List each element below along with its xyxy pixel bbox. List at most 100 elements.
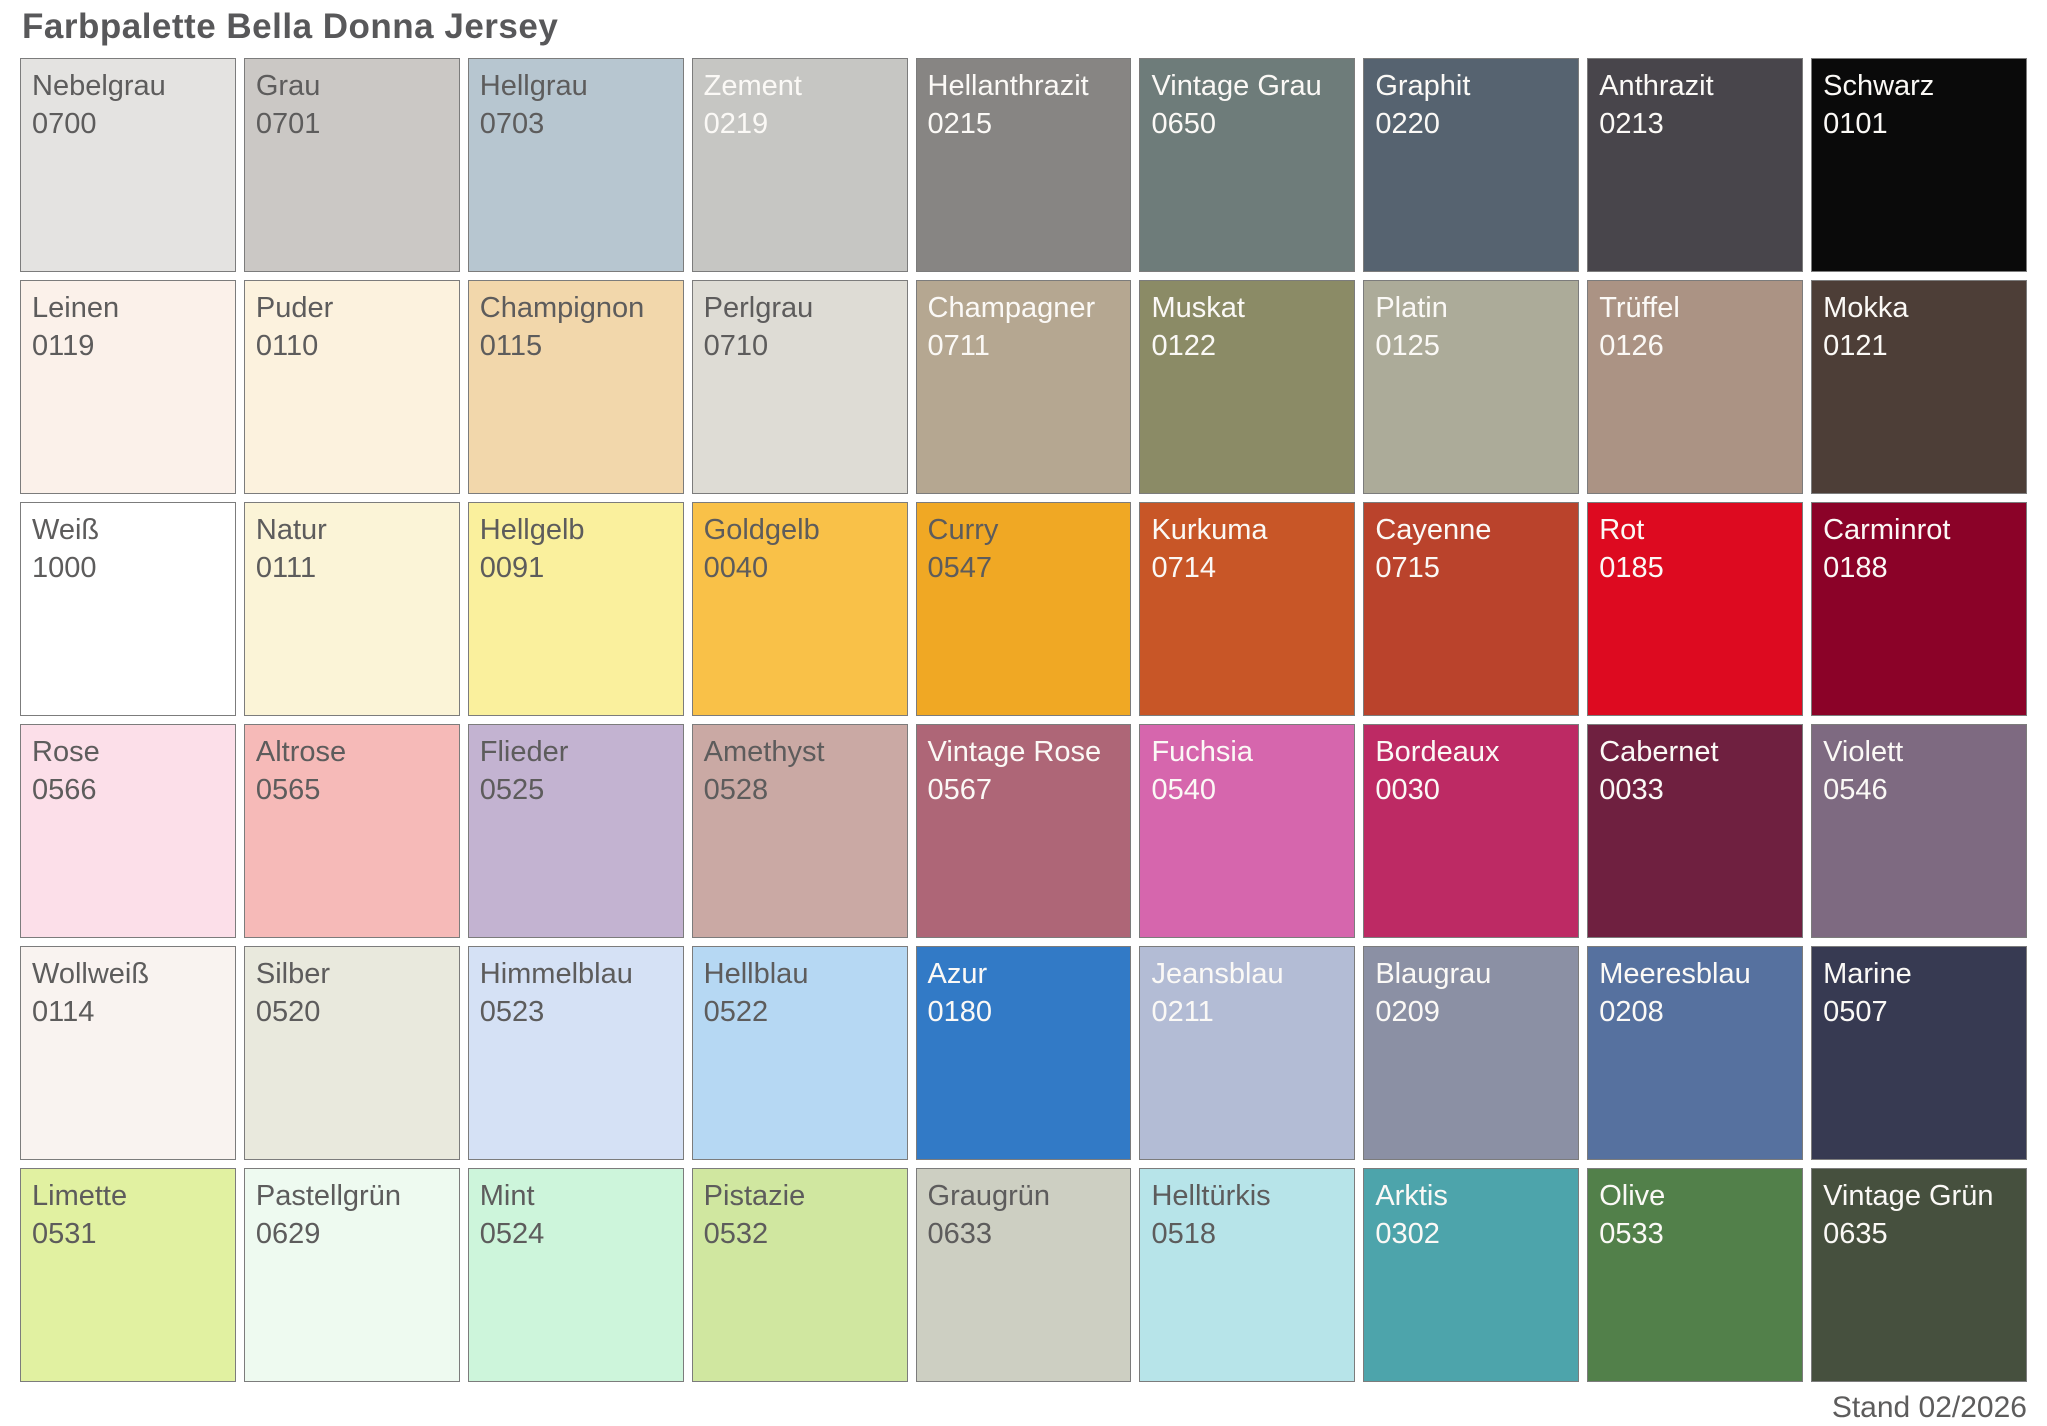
swatch-code: 0121 (1823, 330, 1888, 362)
swatch-name: Olive (1599, 1180, 1666, 1212)
swatch-name: Violett (1823, 736, 1904, 768)
color-swatch: Natur 0111 (243, 502, 460, 716)
swatch-name: Grau (255, 70, 321, 102)
color-swatch: Mokka 0121 (1811, 280, 2027, 494)
color-swatch: Rot 0185 (1587, 502, 1804, 716)
color-swatch: Bordeaux 0030 (1363, 724, 1580, 938)
swatch-code: 0532 (703, 1218, 769, 1250)
color-swatch: Anthrazit 0213 (1587, 58, 1804, 272)
swatch-code: 0710 (703, 330, 769, 362)
swatch-name: Graphit (1375, 70, 1471, 102)
swatch-code: 0546 (1823, 774, 1888, 806)
swatch-name: Hellgelb (479, 514, 585, 546)
color-swatch: Grau 0701 (243, 58, 460, 272)
color-swatch: Nebelgrau 0700 (20, 58, 236, 272)
color-swatch: Vintage Grün 0635 (1811, 1168, 2027, 1382)
swatch-code: 0524 (479, 1218, 545, 1250)
swatch-name: Helltürkis (1151, 1180, 1271, 1212)
color-swatch: Muskat 0122 (1139, 280, 1356, 494)
color-swatch: Flieder 0525 (467, 724, 684, 938)
swatch-name: Arktis (1375, 1180, 1448, 1212)
color-swatch: Leinen 0119 (20, 280, 236, 494)
swatch-name: Azur (927, 958, 988, 990)
swatch-code: 0518 (1151, 1218, 1216, 1250)
color-swatch: Perlgrau 0710 (691, 280, 908, 494)
swatch-name: Kurkuma (1151, 514, 1268, 546)
swatch-name: Puder (255, 292, 334, 324)
swatch-code: 0523 (479, 996, 545, 1028)
swatch-code: 0525 (479, 774, 545, 806)
swatch-code: 0211 (1151, 996, 1214, 1028)
color-swatch: Arktis 0302 (1363, 1168, 1580, 1382)
color-swatch: Pistazie 0532 (691, 1168, 908, 1382)
swatch-code: 0208 (1599, 996, 1664, 1028)
color-swatch: Violett 0546 (1811, 724, 2027, 938)
palette-grid: Nebelgrau 0700 Grau 0701 Hellgrau 0703 Zement 0… (20, 58, 2027, 1382)
swatch-code: 0126 (1599, 330, 1664, 362)
color-swatch: Cayenne 0715 (1363, 502, 1580, 716)
swatch-code: 0125 (1375, 330, 1440, 362)
color-swatch: Vintage Rose 0567 (915, 724, 1132, 938)
swatch-code: 1000 (32, 552, 97, 584)
color-swatch: Graugrün 0633 (915, 1168, 1132, 1382)
color-swatch: Hellgelb 0091 (467, 502, 684, 716)
swatch-name: Zement (703, 70, 802, 102)
color-swatch: Carminrot 0188 (1811, 502, 2027, 716)
swatch-name: Marine (1823, 958, 1912, 990)
color-swatch: Helltürkis 0518 (1139, 1168, 1356, 1382)
swatch-code: 0219 (703, 108, 769, 140)
swatch-name: Carminrot (1823, 514, 1951, 546)
swatch-name: Hellanthrazit (927, 70, 1089, 102)
swatch-code: 0185 (1599, 552, 1664, 584)
swatch-code: 0633 (927, 1218, 993, 1250)
color-swatch: Hellblau 0522 (691, 946, 908, 1160)
swatch-code: 0703 (479, 108, 545, 140)
color-swatch: Hellgrau 0703 (467, 58, 684, 272)
color-swatch: Pastellgrün 0629 (243, 1168, 460, 1382)
swatch-code: 0111 (255, 552, 317, 584)
swatch-name: Blaugrau (1375, 958, 1492, 990)
swatch-name: Champagner (927, 292, 1096, 324)
color-swatch: Trüffel 0126 (1587, 280, 1804, 494)
swatch-name: Himmelblau (479, 958, 633, 990)
swatch-code: 0220 (1375, 108, 1440, 140)
swatch-name: Amethyst (703, 736, 825, 768)
swatch-name: Champignon (479, 292, 645, 324)
swatch-code: 0520 (255, 996, 321, 1028)
swatch-code: 0122 (1151, 330, 1216, 362)
swatch-name: Platin (1375, 292, 1448, 324)
color-swatch: Silber 0520 (243, 946, 460, 1160)
color-swatch: Olive 0533 (1587, 1168, 1804, 1382)
swatch-name: Pastellgrün (255, 1180, 401, 1212)
swatch-code: 0119 (32, 330, 95, 362)
swatch-name: Cayenne (1375, 514, 1492, 546)
color-swatch: Altrose 0565 (243, 724, 460, 938)
swatch-code: 0566 (32, 774, 97, 806)
swatch-name: Anthrazit (1599, 70, 1714, 102)
color-swatch: Hellanthrazit 0215 (915, 58, 1132, 272)
swatch-code: 0030 (1375, 774, 1440, 806)
swatch-code: 0629 (255, 1218, 321, 1250)
swatch-name: Goldgelb (703, 514, 820, 546)
swatch-name: Leinen (32, 292, 120, 324)
swatch-code: 0180 (927, 996, 993, 1028)
swatch-name: Meeresblau (1599, 958, 1751, 990)
color-swatch: Marine 0507 (1811, 946, 2027, 1160)
color-swatch: Platin 0125 (1363, 280, 1580, 494)
color-swatch: Weiß 1000 (20, 502, 236, 716)
page-title: Farbpalette Bella Donna Jersey (22, 7, 559, 46)
swatch-name: Rot (1599, 514, 1645, 546)
color-swatch: Cabernet 0033 (1587, 724, 1804, 938)
swatch-code: 0567 (927, 774, 993, 806)
swatch-code: 0091 (479, 552, 545, 584)
swatch-name: Weiß (32, 514, 100, 546)
swatch-code: 0040 (703, 552, 769, 584)
swatch-code: 0700 (32, 108, 97, 140)
swatch-name: Rose (32, 736, 100, 768)
swatch-name: Vintage Grau (1151, 70, 1322, 102)
swatch-name: Trüffel (1599, 292, 1680, 324)
swatch-name: Limette (32, 1180, 128, 1212)
swatch-name: Vintage Grün (1823, 1180, 1994, 1212)
color-swatch: Amethyst 0528 (691, 724, 908, 938)
